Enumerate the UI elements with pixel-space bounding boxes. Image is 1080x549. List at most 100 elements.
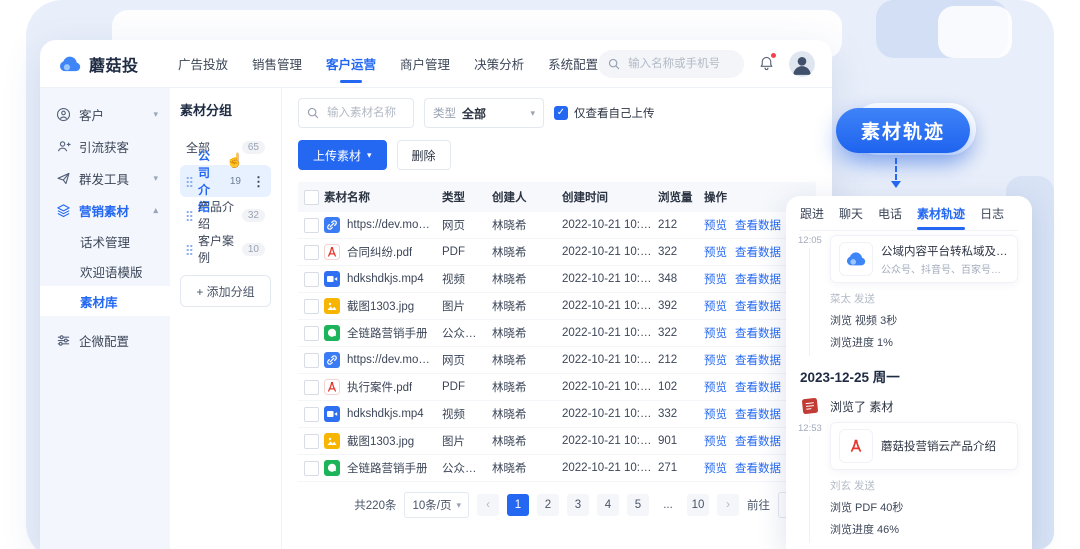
material-name: 截图1303.jpg bbox=[347, 301, 415, 313]
row-checkbox[interactable] bbox=[303, 325, 319, 341]
row-checkbox[interactable] bbox=[303, 460, 319, 476]
view-data-link[interactable]: 查看数据 bbox=[735, 409, 781, 421]
view-data-link[interactable]: 查看数据 bbox=[735, 274, 781, 286]
page-button[interactable]: 5 bbox=[627, 494, 649, 516]
only-mine-checkbox[interactable]: ✓ 仅查看自己上传 bbox=[554, 105, 655, 121]
preview-link[interactable]: 预览 bbox=[704, 220, 727, 232]
page-button[interactable]: 4 bbox=[597, 494, 619, 516]
tab-log[interactable]: 日志 bbox=[980, 206, 1005, 221]
preview-link[interactable]: 预览 bbox=[704, 355, 727, 367]
preview-link[interactable]: 预览 bbox=[704, 463, 727, 475]
sidebar-item-mass-send[interactable]: 群发工具 ▾ bbox=[40, 162, 170, 194]
material-name: 全链路营销手册 bbox=[347, 328, 428, 340]
material-trajectory-callout: 素材轨迹 bbox=[836, 108, 971, 153]
sidebar-item-lead-gen[interactable]: 引流获客 bbox=[40, 130, 170, 162]
table-row: 全链路营销手册 公众号文章 林晓希 2022-10-21 10:00:00 32… bbox=[298, 320, 816, 347]
material-card-desc: 公众号、抖音号、百家号等公域内容平台如何留资或者... bbox=[881, 264, 1009, 276]
view-data-link[interactable]: 查看数据 bbox=[735, 355, 781, 367]
row-checkbox[interactable] bbox=[303, 406, 319, 422]
chevron-down-icon: ▾ bbox=[367, 149, 372, 160]
row-checkbox[interactable] bbox=[303, 352, 319, 368]
preview-link[interactable]: 预览 bbox=[704, 274, 727, 286]
row-checkbox[interactable] bbox=[303, 433, 319, 449]
row-checkbox[interactable] bbox=[303, 379, 319, 395]
preview-link[interactable]: 预览 bbox=[704, 328, 727, 340]
tab-follow-up[interactable]: 跟进 bbox=[800, 206, 825, 221]
page-size-select[interactable]: 10条/页 ▾ bbox=[404, 492, 469, 518]
view-data-link[interactable]: 查看数据 bbox=[735, 328, 781, 340]
view-data-link[interactable]: 查看数据 bbox=[735, 382, 781, 394]
material-card[interactable]: 蘑菇投营销云产品介绍 bbox=[830, 422, 1018, 470]
material-type: 视频 bbox=[442, 409, 465, 421]
type-select-label: 类型 bbox=[433, 108, 456, 120]
chevron-down-icon: ▾ bbox=[456, 499, 461, 510]
tab-material-trajectory[interactable]: 素材轨迹 bbox=[917, 196, 966, 230]
global-search[interactable] bbox=[598, 49, 745, 78]
row-checkbox[interactable] bbox=[303, 271, 319, 287]
global-search-input[interactable] bbox=[626, 56, 735, 71]
group-item-all[interactable]: 全部 65 bbox=[180, 131, 271, 163]
view-count: 271 bbox=[658, 462, 678, 474]
kebab-menu-icon[interactable]: ⋮ bbox=[252, 173, 265, 189]
select-all-checkbox[interactable] bbox=[303, 189, 319, 205]
nav-item-merchant[interactable]: 商户管理 bbox=[400, 58, 451, 72]
notification-bell-icon[interactable] bbox=[758, 53, 777, 72]
view-data-link[interactable]: 查看数据 bbox=[735, 247, 781, 259]
preview-link[interactable]: 预览 bbox=[704, 436, 727, 448]
group-item-product-intro[interactable]: 产品介绍 32 bbox=[180, 199, 271, 231]
nav-item-customer-ops[interactable]: 客户运营 bbox=[326, 54, 376, 73]
row-checkbox[interactable] bbox=[303, 217, 319, 233]
nav-item-ads[interactable]: 广告投放 bbox=[178, 58, 229, 72]
prev-page-button[interactable]: ‹ bbox=[477, 494, 499, 516]
type-select[interactable]: 类型 全部 ▾ bbox=[424, 98, 544, 128]
nav-item-sales[interactable]: 销售管理 bbox=[252, 58, 303, 72]
material-card[interactable]: 公域内容平台转私域及效果追踪 公众号、抖音号、百家号等公域内容平台如何留资或者.… bbox=[830, 235, 1018, 283]
next-page-button[interactable]: › bbox=[717, 494, 739, 516]
row-checkbox[interactable] bbox=[303, 244, 319, 260]
sidebar-item-scripts[interactable]: 话术管理 bbox=[40, 226, 170, 256]
sidebar-item-material-library[interactable]: 素材库 bbox=[40, 286, 170, 316]
page-button[interactable]: 10 bbox=[687, 494, 709, 516]
view-data-link[interactable]: 查看数据 bbox=[735, 220, 781, 232]
preview-link[interactable]: 预览 bbox=[704, 382, 727, 394]
cursor-icon: ☝ bbox=[226, 152, 244, 168]
delete-button[interactable]: 删除 bbox=[396, 140, 451, 170]
drag-handle-icon[interactable] bbox=[186, 209, 193, 221]
tab-chat[interactable]: 聊天 bbox=[839, 206, 864, 221]
drag-handle-icon[interactable] bbox=[186, 175, 193, 187]
tab-phone[interactable]: 电话 bbox=[878, 206, 903, 221]
avatar[interactable] bbox=[789, 50, 816, 77]
page-button[interactable]: 3 bbox=[567, 494, 589, 516]
sidebar-item-customer[interactable]: 客户 ▾ bbox=[40, 98, 170, 130]
sidebar-item-wecom-config[interactable]: 企微配置 bbox=[40, 324, 170, 356]
checkbox-checked[interactable]: ✓ bbox=[554, 106, 568, 120]
drag-handle-icon[interactable] bbox=[186, 243, 193, 255]
material-search-input[interactable] bbox=[325, 106, 405, 120]
nav-item-system[interactable]: 系统配置 bbox=[548, 58, 599, 72]
group-item-company-intro[interactable]: 公司介绍 19 ⋮ bbox=[180, 149, 271, 214]
page-button[interactable]: 2 bbox=[537, 494, 559, 516]
preview-link[interactable]: 预览 bbox=[704, 301, 727, 313]
nav-item-analysis[interactable]: 决策分析 bbox=[474, 58, 525, 72]
sidebar-item-marketing-materials[interactable]: 营销素材 ▴ bbox=[40, 194, 170, 226]
view-data-link[interactable]: 查看数据 bbox=[735, 463, 781, 475]
view-data-link[interactable]: 查看数据 bbox=[735, 301, 781, 313]
row-checkbox[interactable] bbox=[303, 298, 319, 314]
add-group-button[interactable]: + 添加分组 bbox=[180, 275, 271, 307]
view-data-link[interactable]: 查看数据 bbox=[735, 436, 781, 448]
material-search[interactable] bbox=[298, 98, 414, 128]
check-icon: ✓ bbox=[556, 107, 566, 118]
creator: 林晓希 bbox=[492, 220, 527, 232]
logo-icon bbox=[58, 54, 82, 74]
upload-material-button[interactable]: 上传素材 ▾ bbox=[298, 140, 387, 170]
panel-tabs: 跟进 聊天 电话 素材轨迹 日志 bbox=[800, 196, 1018, 231]
sidebar-item-welcome-template[interactable]: 欢迎语模版 bbox=[40, 256, 170, 286]
preview-link[interactable]: 预览 bbox=[704, 409, 727, 421]
customer-icon bbox=[56, 107, 71, 122]
creator: 林晓希 bbox=[492, 355, 527, 367]
add-group-label: + 添加分组 bbox=[196, 284, 255, 299]
preview-link[interactable]: 预览 bbox=[704, 247, 727, 259]
page-button[interactable]: 1 bbox=[507, 494, 529, 516]
group-item-customer-case[interactable]: 客户案例 10 bbox=[180, 233, 271, 265]
send-icon bbox=[56, 171, 71, 186]
